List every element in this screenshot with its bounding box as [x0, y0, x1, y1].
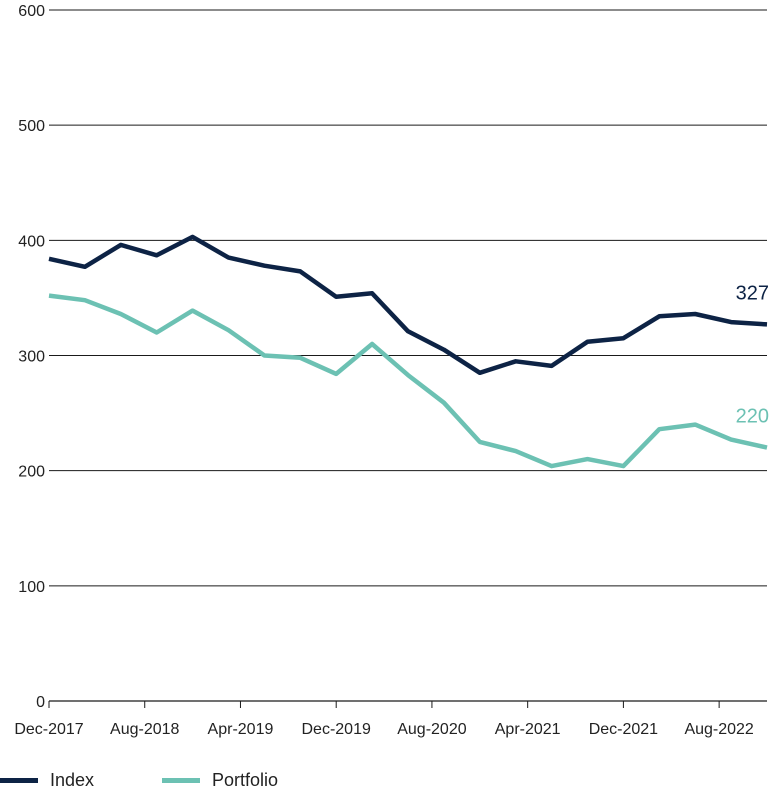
- y-axis-tick-labels: 0 100 200 300 400 500 600: [18, 3, 45, 711]
- series-line-portfolio: [48, 293, 768, 469]
- x-tick-label-3: Dec-2019: [302, 721, 371, 738]
- legend-swatch-portfolio: [162, 778, 200, 783]
- legend-item-index: Index: [0, 770, 94, 791]
- y-tick-label-300: 300: [18, 349, 45, 366]
- legend-swatch-index: [0, 778, 38, 783]
- x-tick-label-6: Dec-2021: [589, 721, 658, 738]
- x-axis: Dec-2017 Aug-2018 Apr-2019 Dec-2019 Aug-2020…: [14, 700, 767, 738]
- end-label-index: 327: [736, 282, 769, 304]
- y-tick-label-600: 600: [18, 3, 45, 20]
- y-tick-label-0: 0: [36, 694, 45, 711]
- x-tick-label-0: Dec-2017: [14, 721, 83, 738]
- end-label-portfolio: 220: [736, 406, 769, 428]
- legend: Index Portfolio: [0, 770, 778, 798]
- x-tick-label-1: Aug-2018: [110, 721, 179, 738]
- y-tick-label-200: 200: [18, 464, 45, 481]
- legend-label-portfolio: Portfolio: [212, 770, 279, 790]
- y-tick-label-100: 100: [18, 579, 45, 596]
- y-tick-label-400: 400: [18, 233, 45, 250]
- gridlines: [49, 9, 767, 702]
- series-lines: [48, 234, 768, 469]
- x-tick-label-4: Aug-2020: [397, 721, 466, 738]
- y-tick-label-500: 500: [18, 118, 45, 135]
- end-value-labels: 327 220: [736, 282, 769, 427]
- legend-item-portfolio: Portfolio: [162, 770, 278, 791]
- x-tick-label-7: Aug-2022: [684, 721, 753, 738]
- x-tick-label-2: Apr-2019: [208, 721, 274, 738]
- line-chart: 0 100 200 300 400 500 600 Dec-2017 Aug-2018 Apr-…: [14, 3, 769, 738]
- legend-label-index: Index: [50, 770, 95, 790]
- series-line-index: [48, 234, 768, 376]
- x-tick-label-5: Apr-2021: [495, 721, 561, 738]
